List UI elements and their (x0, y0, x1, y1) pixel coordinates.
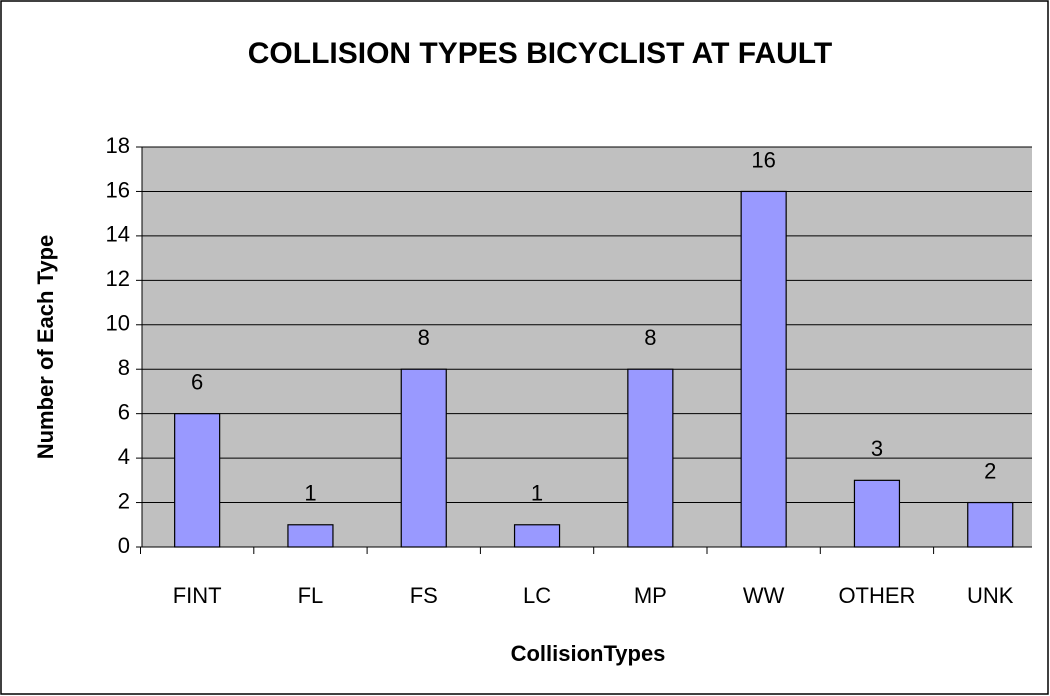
chart-title: COLLISION TYPES BICYCLIST AT FAULT (248, 37, 832, 70)
x-tick-label: UNK (967, 583, 1014, 608)
y-axis-title: Number of Each Type (33, 235, 58, 460)
y-tick-label: 10 (106, 311, 130, 336)
bar (853, 479, 901, 548)
bar (740, 190, 787, 548)
x-tick-label: MP (634, 583, 667, 608)
data-label: 2 (984, 458, 996, 483)
bar (287, 524, 334, 548)
x-tick-label: LC (523, 583, 551, 608)
x-tick-label: FL (298, 583, 324, 608)
y-tick-label: 14 (106, 222, 130, 247)
bar (513, 524, 561, 548)
bar (627, 368, 674, 548)
x-tick-label: FS (410, 583, 438, 608)
x-axis-title: CollisionTypes (511, 641, 666, 666)
y-tick-label: 2 (118, 488, 130, 513)
x-tick-label: OTHER (838, 583, 915, 608)
x-tick-label: WW (743, 583, 785, 608)
y-tick-label: 18 (106, 133, 130, 158)
data-label: 1 (304, 481, 316, 506)
y-tick-label: 0 (118, 533, 130, 558)
y-tick-label: 8 (118, 355, 130, 380)
bar (174, 413, 221, 548)
y-tick-label: 4 (118, 444, 130, 469)
y-tick-label: 16 (106, 177, 130, 202)
data-label: 6 (191, 369, 203, 394)
bar (967, 501, 1014, 548)
data-label: 3 (871, 436, 883, 461)
y-tick-label: 6 (118, 399, 130, 424)
data-label: 8 (644, 325, 656, 350)
data-label: 16 (751, 147, 775, 172)
y-tick-label: 12 (106, 266, 130, 291)
x-tick-label: FINT (173, 583, 222, 608)
bar (400, 368, 447, 548)
data-label: 1 (531, 481, 543, 506)
data-label: 8 (418, 325, 430, 350)
